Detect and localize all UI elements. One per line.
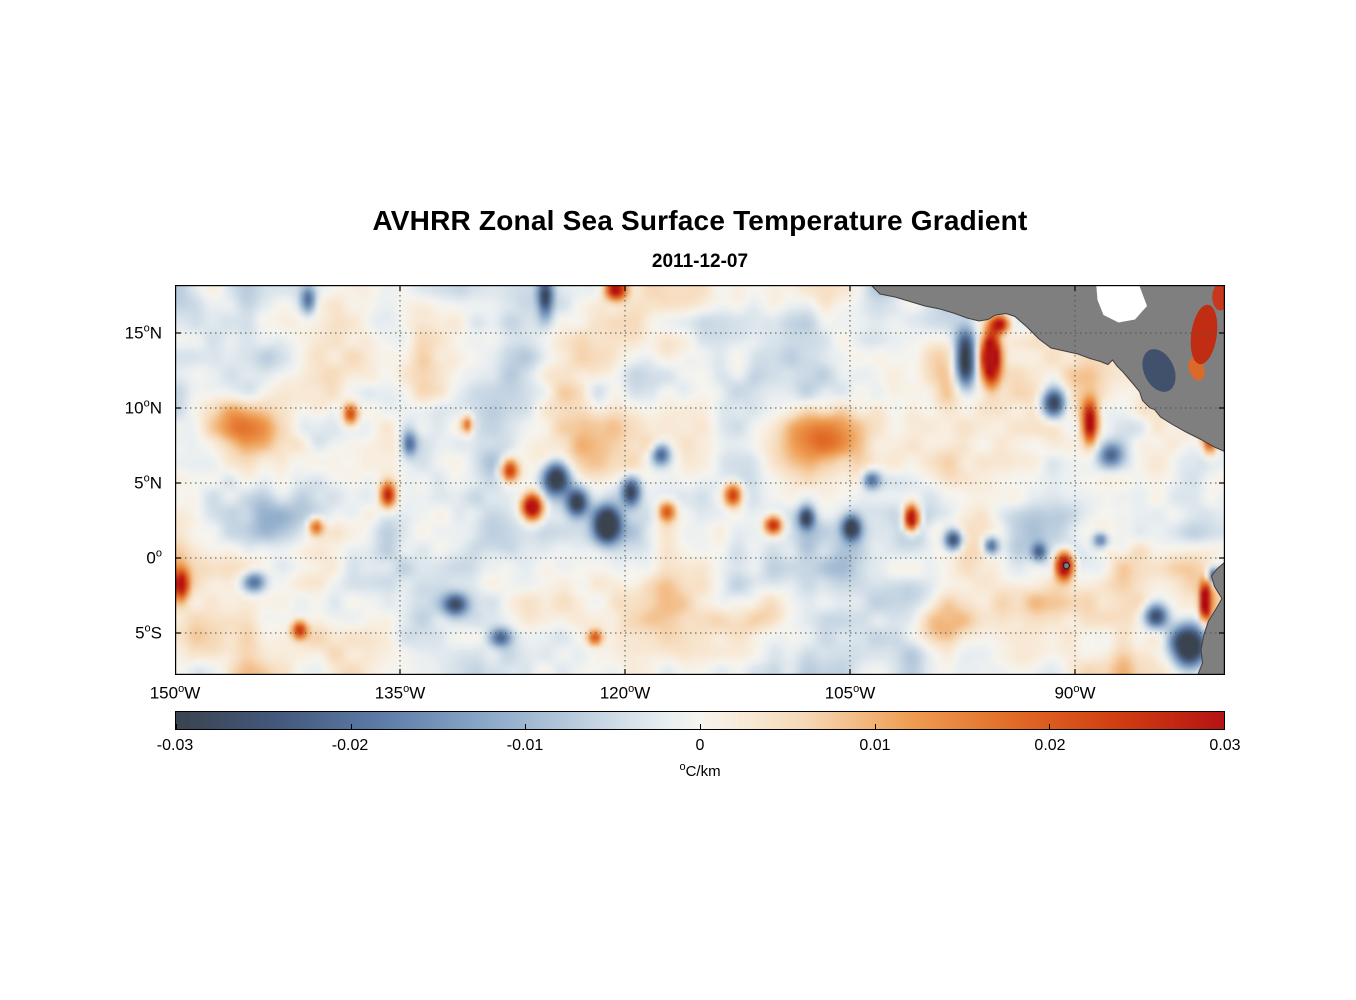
degree-symbol: o [403, 683, 410, 695]
colorbar-tick [350, 724, 352, 729]
land-galapagos-island [1063, 561, 1071, 570]
caribbean-data-patch-red-2 [1212, 285, 1225, 311]
colorbar-tick-label: -0.02 [331, 737, 369, 754]
colorbar-tick [176, 724, 177, 729]
y-tick-label: 0o [146, 547, 162, 568]
unit-text: C/km [685, 763, 721, 780]
degree-symbol: o [143, 322, 150, 335]
colorbar-tick [874, 724, 876, 729]
x-tick-label: 90oW [1054, 683, 1096, 703]
axes-frame [175, 285, 1225, 675]
colorbar-tick-labels: -0.03 -0.02 -0.01 0 0.01 0.02 0.03 [157, 737, 1241, 757]
land-central-america [870, 285, 1225, 453]
y-tick-label: 5oN [134, 472, 162, 493]
y-tick-label: 5oS [135, 622, 162, 643]
colorbar-tick-label: -0.01 [506, 737, 544, 754]
colorbar-tick [1049, 724, 1051, 729]
colorbar-tick-label: -0.03 [156, 737, 194, 754]
colorbar-tick [700, 724, 701, 729]
colorbar-tick-label: 0.01 [859, 737, 891, 754]
map-overlay [175, 285, 1225, 675]
degree-symbol: o [144, 622, 151, 635]
colorbar-unit-label: oC/km [175, 761, 1225, 780]
caribbean-data-patch-red [1190, 304, 1218, 365]
degree-symbol: o [1073, 683, 1080, 695]
y-axis-tick-labels: 15oN 10oN 5oN 0o 5oS [80, 285, 168, 675]
colorbar-tick-label: 0.03 [1209, 737, 1241, 754]
caribbean-no-data-wedge [1096, 285, 1147, 323]
colorbar-tick-label: 0 [695, 737, 705, 754]
degree-symbol: o [143, 397, 150, 410]
degree-symbol: o [679, 761, 686, 773]
x-tick-label: 135oW [374, 683, 426, 703]
x-axis-tick-labels: 150oW 135oW 120oW 105oW 90oW [150, 683, 1225, 707]
chart-title: AVHRR Zonal Sea Surface Temperature Grad… [372, 205, 1028, 236]
degree-symbol: o [155, 547, 162, 560]
caribbean-data-patch-blue [1142, 349, 1176, 392]
degree-symbol: o [853, 683, 860, 695]
chart-date: 2011-12-07 [651, 251, 749, 272]
sst-gradient-heatmap [175, 285, 1225, 675]
x-tick-label: 105oW [824, 683, 876, 703]
y-tick-label: 15oN [124, 322, 162, 343]
degree-symbol: o [143, 472, 150, 485]
x-tick-label: 150oW [149, 683, 201, 703]
map-plot-area [175, 285, 1225, 675]
colorbar-tick-label: 0.02 [1034, 737, 1066, 754]
colorbar [175, 711, 1225, 730]
land-south-america [1197, 561, 1225, 675]
y-tick-label: 10oN [124, 397, 162, 418]
colorbar-tick [1224, 724, 1225, 729]
colorbar-tick [525, 724, 527, 729]
degree-symbol: o [178, 683, 185, 695]
degree-symbol: o [628, 683, 635, 695]
x-tick-label: 120oW [599, 683, 651, 703]
